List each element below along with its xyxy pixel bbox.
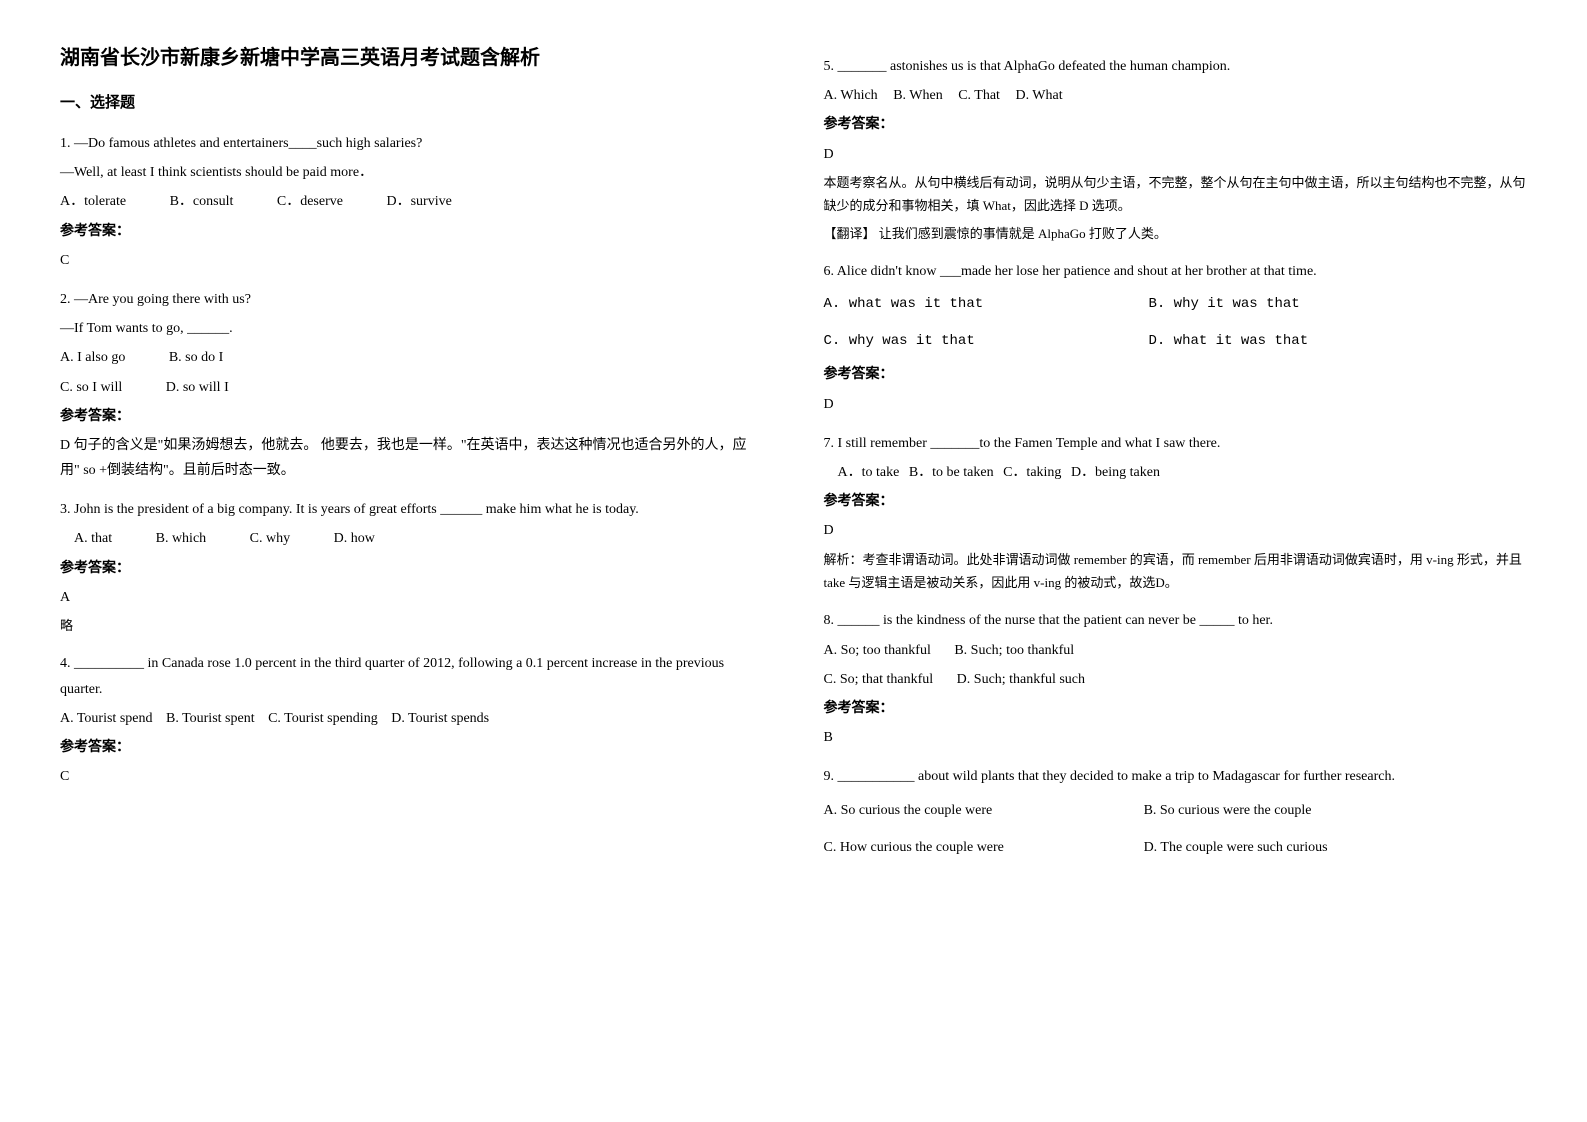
question-2: 2. —Are you going there with us? —If Tom… — [60, 287, 764, 483]
q1-line1: 1. —Do famous athletes and entertainers_… — [60, 131, 764, 156]
q4-answer: C — [60, 764, 764, 789]
question-6: 6. Alice didn't know ___made her lose he… — [824, 259, 1528, 417]
q9-opt-a: A. So curious the couple were — [824, 798, 1141, 823]
question-9: 9. ___________ about wild plants that th… — [824, 764, 1528, 864]
q7-explain: 解析：考查非谓语动词。此处非谓语动词做 remember 的宾语，而 remem… — [824, 548, 1528, 595]
page-title: 湖南省长沙市新康乡新塘中学高三英语月考试题含解析 — [60, 40, 764, 76]
q7-line1: 7. I still remember _______to the Famen … — [824, 431, 1528, 456]
q8-opt-d: D. Such; thankful such — [957, 667, 1085, 692]
q9-opt-d: D. The couple were such curious — [1144, 835, 1461, 860]
q9-line1: 9. ___________ about wild plants that th… — [824, 764, 1528, 789]
q9-opt-c: C. How curious the couple were — [824, 835, 1141, 860]
q1-line2: —Well, at least I think scientists shoul… — [60, 160, 764, 185]
q6-line1: 6. Alice didn't know ___made her lose he… — [824, 259, 1528, 284]
q6-answer: D — [824, 392, 1528, 417]
q2-opt-d: D. so will I — [166, 375, 229, 400]
q2-answer: D 句子的含义是"如果汤姆想去，他就去。 他要去，我也是一样。"在英语中，表达这… — [60, 433, 764, 483]
q7-opt-c: C．taking — [1003, 460, 1061, 485]
q5-opt-a: A. Which — [824, 83, 878, 108]
q2-opt-c: C. so I will — [60, 375, 122, 400]
question-1: 1. —Do famous athletes and entertainers_… — [60, 131, 764, 273]
q7-opt-d: D．being taken — [1071, 460, 1160, 485]
question-8: 8. ______ is the kindness of the nurse t… — [824, 608, 1528, 750]
q7-opt-a: A．to take — [838, 460, 900, 485]
q2-opt-a: A. I also go — [60, 345, 125, 370]
q2-opt-b: B. so do I — [169, 345, 223, 370]
answer-label: 参考答案： — [824, 362, 1528, 387]
question-7: 7. I still remember _______to the Famen … — [824, 431, 1528, 595]
q5-line1: 5. _______ astonishes us is that AlphaGo… — [824, 54, 1528, 79]
q6-opt-c: C. why was it that — [824, 329, 1141, 354]
q5-opt-b: B. When — [893, 83, 943, 108]
q1-opt-d: D．survive — [386, 189, 451, 214]
q4-opt-d: D. Tourist spends — [391, 706, 489, 731]
q9-opt-b: B. So curious were the couple — [1144, 798, 1461, 823]
q6-opt-a: A. what was it that — [824, 292, 1141, 317]
q8-opt-c: C. So; that thankful — [824, 667, 934, 692]
answer-label: 参考答案： — [60, 219, 764, 244]
q4-opt-b: B. Tourist spent — [166, 706, 255, 731]
q8-opt-a: A. So; too thankful — [824, 638, 931, 663]
q3-opt-d: D. how — [334, 526, 375, 551]
q4-opt-a: A. Tourist spend — [60, 706, 152, 731]
q8-line1: 8. ______ is the kindness of the nurse t… — [824, 608, 1528, 633]
q6-opt-d: D. what it was that — [1148, 329, 1465, 354]
q4-line1: 4. __________ in Canada rose 1.0 percent… — [60, 651, 764, 701]
q1-opt-c: C．deserve — [277, 189, 343, 214]
q6-opt-b: B. why it was that — [1148, 292, 1465, 317]
q7-answer: D — [824, 518, 1528, 543]
q5-opt-c: C. That — [958, 83, 1000, 108]
answer-label: 参考答案： — [60, 404, 764, 429]
answer-label: 参考答案： — [60, 556, 764, 581]
q3-answer: A — [60, 585, 764, 610]
q8-answer: B — [824, 725, 1528, 750]
q3-opt-b: B. which — [156, 526, 207, 551]
q3-opt-a: A. that — [74, 526, 112, 551]
q5-answer: D — [824, 142, 1528, 167]
q1-answer: C — [60, 248, 764, 273]
q3-opt-c: C. why — [250, 526, 290, 551]
q5-explain: 本题考察名从。从句中横线后有动词，说明从句少主语，不完整，整个从句在主句中做主语… — [824, 171, 1528, 218]
q7-opt-b: B．to be taken — [909, 460, 994, 485]
q1-opt-a: A．tolerate — [60, 189, 126, 214]
q3-note: 略 — [60, 614, 764, 637]
q3-line1: 3. John is the president of a big compan… — [60, 497, 764, 522]
answer-label: 参考答案： — [824, 112, 1528, 137]
q8-opt-b: B. Such; too thankful — [954, 638, 1074, 663]
q5-translation: 【翻译】 让我们感到震惊的事情就是 AlphaGo 打败了人类。 — [824, 222, 1528, 245]
answer-label: 参考答案： — [60, 735, 764, 760]
q5-opt-d: D. What — [1015, 83, 1062, 108]
question-5: 5. _______ astonishes us is that AlphaGo… — [824, 54, 1528, 245]
answer-label: 参考答案： — [824, 489, 1528, 514]
answer-label: 参考答案： — [824, 696, 1528, 721]
q1-opt-b: B．consult — [170, 189, 234, 214]
q4-opt-c: C. Tourist spending — [268, 706, 378, 731]
section-heading: 一、选择题 — [60, 90, 764, 117]
question-3: 3. John is the president of a big compan… — [60, 497, 764, 637]
q2-line2: —If Tom wants to go, ______. — [60, 316, 764, 341]
question-4: 4. __________ in Canada rose 1.0 percent… — [60, 651, 764, 789]
q2-line1: 2. —Are you going there with us? — [60, 287, 764, 312]
